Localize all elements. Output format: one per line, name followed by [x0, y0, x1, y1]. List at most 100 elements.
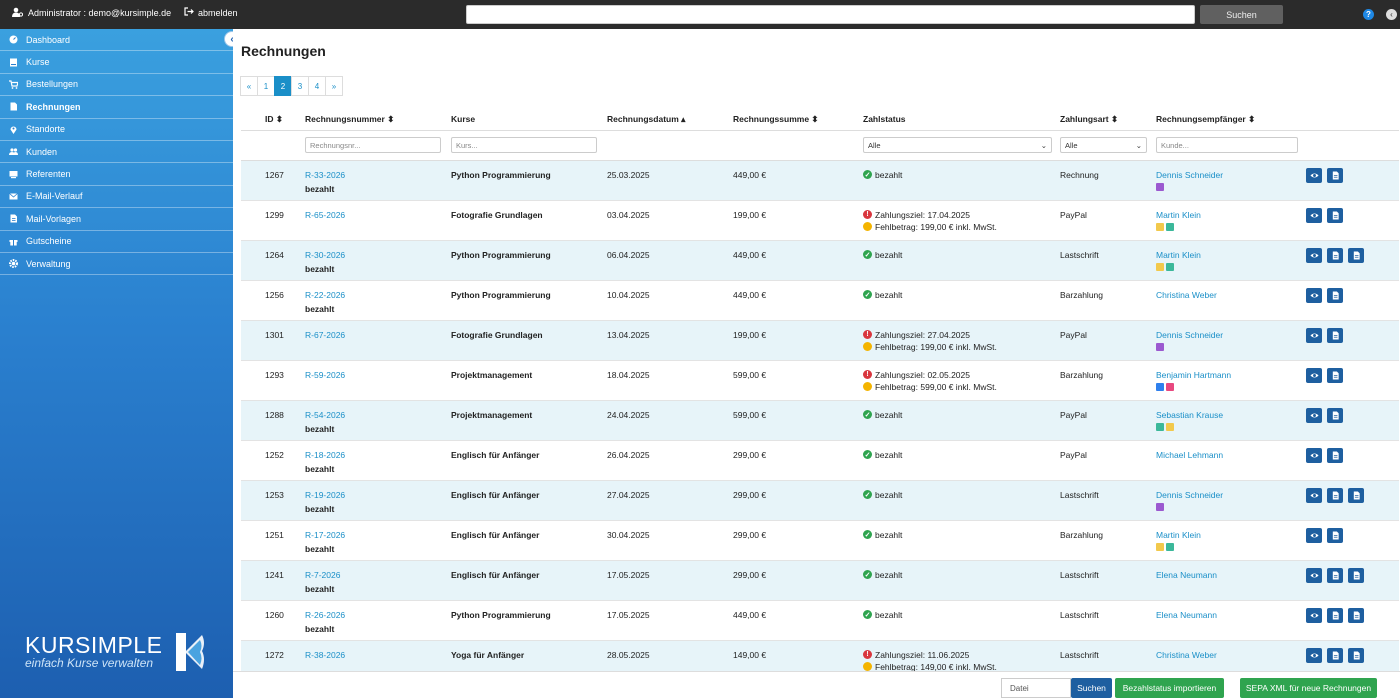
- view-eye-icon[interactable]: [1306, 327, 1322, 343]
- invoice-pdf-icon[interactable]: [1327, 567, 1343, 583]
- sidebar-item-rechnungen[interactable]: Rechnungen: [0, 96, 233, 119]
- invoice-number-link[interactable]: R-59-2026: [305, 369, 346, 380]
- document-icon[interactable]: [1348, 487, 1364, 503]
- invoice-number-link[interactable]: R-19-2026: [305, 489, 346, 500]
- sidebar-item-standorte[interactable]: Standorte: [0, 119, 233, 141]
- invoice-number-link[interactable]: R-65-2026: [305, 209, 346, 220]
- customer-link[interactable]: Elena Neumann: [1156, 609, 1217, 620]
- filter-zahlungsart-select[interactable]: Alle ⌄: [1060, 137, 1147, 153]
- invoice-pdf-icon[interactable]: [1327, 447, 1343, 463]
- customer-link[interactable]: Dennis Schneider: [1156, 169, 1224, 180]
- global-search-input[interactable]: [466, 5, 1195, 24]
- invoice-pdf-icon[interactable]: [1327, 287, 1343, 303]
- global-search-button[interactable]: Suchen: [1200, 5, 1283, 24]
- document-icon[interactable]: [1348, 247, 1364, 263]
- pagination-page[interactable]: 1: [257, 76, 275, 96]
- cell-summe: 449,00 €: [729, 240, 859, 281]
- invoice-pdf-icon[interactable]: [1327, 247, 1343, 263]
- customer-link[interactable]: Martin Klein: [1156, 529, 1201, 540]
- help-icon[interactable]: ?: [1363, 9, 1374, 20]
- pagination-page[interactable]: 2: [274, 76, 292, 96]
- col-header-datum[interactable]: Rechnungsdatum ▴: [603, 109, 729, 131]
- pagination-page[interactable]: 4: [308, 76, 326, 96]
- view-eye-icon[interactable]: [1306, 447, 1322, 463]
- invoice-number-link[interactable]: R-7-2026: [305, 569, 341, 580]
- file-search-button[interactable]: Suchen: [1071, 678, 1112, 698]
- customer-link[interactable]: Sebastian Krause: [1156, 409, 1224, 420]
- sidebar-item-bestellungen[interactable]: Bestellungen: [0, 74, 233, 97]
- customer-link[interactable]: Dennis Schneider: [1156, 489, 1224, 500]
- view-eye-icon[interactable]: [1306, 207, 1322, 223]
- view-eye-icon[interactable]: [1306, 407, 1322, 423]
- pagination-next[interactable]: »: [325, 76, 343, 96]
- cell-actions: [1302, 440, 1399, 481]
- col-header-zahlungsart[interactable]: Zahlungsart ⬍: [1056, 109, 1152, 131]
- filter-nr-input[interactable]: Rechnungsnr...: [305, 137, 441, 153]
- col-header-empfaenger[interactable]: Rechnungsempfänger ⬍: [1152, 109, 1302, 131]
- customer-link[interactable]: Martin Klein: [1156, 209, 1201, 220]
- col-header-summe[interactable]: Rechnungssumme ⬍: [729, 109, 859, 131]
- view-eye-icon[interactable]: [1306, 287, 1322, 303]
- invoice-pdf-icon[interactable]: [1327, 207, 1343, 223]
- invoice-number-link[interactable]: R-17-2026: [305, 529, 346, 540]
- logout-link[interactable]: abmelden: [184, 7, 238, 18]
- customer-link[interactable]: Michael Lehmann: [1156, 449, 1224, 460]
- invoice-number-link[interactable]: R-67-2026: [305, 329, 346, 340]
- invoice-pdf-icon[interactable]: [1327, 607, 1343, 623]
- sort-icon: ⬍: [275, 113, 283, 124]
- sidebar-item-referenten[interactable]: Referenten: [0, 163, 233, 186]
- sidebar-item-gutscheine[interactable]: Gutscheine: [0, 231, 233, 253]
- invoice-pdf-icon[interactable]: [1327, 167, 1343, 183]
- customer-link[interactable]: Martin Klein: [1156, 249, 1201, 260]
- filter-kurs-input[interactable]: Kurs...: [451, 137, 597, 153]
- sidebar-item-dashboard[interactable]: Dashboard: [0, 29, 233, 52]
- view-eye-icon[interactable]: [1306, 367, 1322, 383]
- document-icon[interactable]: [1348, 607, 1364, 623]
- pagination-prev[interactable]: «: [240, 76, 258, 96]
- check-circle-icon: ✓: [863, 530, 872, 539]
- invoice-number-link[interactable]: R-33-2026: [305, 169, 346, 180]
- filter-zahlstatus-select[interactable]: Alle ⌄: [863, 137, 1052, 153]
- sidebar-item-e-mail-verlauf[interactable]: E-Mail-Verlauf: [0, 186, 233, 209]
- customer-link[interactable]: Christina Weber: [1156, 289, 1217, 300]
- col-header-id[interactable]: ID ⬍: [241, 109, 301, 131]
- invoice-pdf-icon[interactable]: [1327, 647, 1343, 663]
- invoice-pdf-icon[interactable]: [1327, 487, 1343, 503]
- pagination-page[interactable]: 3: [291, 76, 309, 96]
- invoice-number-link[interactable]: R-30-2026: [305, 249, 346, 260]
- customer-link[interactable]: Christina Weber: [1156, 649, 1217, 660]
- customer-link[interactable]: Dennis Schneider: [1156, 329, 1224, 340]
- import-status-button[interactable]: Bezahlstatus importieren: [1115, 678, 1224, 698]
- view-eye-icon[interactable]: [1306, 607, 1322, 623]
- invoice-number-link[interactable]: R-26-2026: [305, 609, 346, 620]
- invoice-pdf-icon[interactable]: [1327, 367, 1343, 383]
- invoice-pdf-icon[interactable]: [1327, 527, 1343, 543]
- invoice-pdf-icon[interactable]: [1327, 327, 1343, 343]
- invoice-number-link[interactable]: R-54-2026: [305, 409, 346, 420]
- filter-kunde-input[interactable]: Kunde...: [1156, 137, 1298, 153]
- invoice-number-link[interactable]: R-38-2026: [305, 649, 346, 660]
- customer-link[interactable]: Elena Neumann: [1156, 569, 1217, 580]
- document-icon[interactable]: [1348, 567, 1364, 583]
- col-header-nr[interactable]: Rechnungsnummer ⬍: [301, 109, 447, 131]
- customer-link[interactable]: Benjamin Hartmann: [1156, 369, 1232, 380]
- view-eye-icon[interactable]: [1306, 247, 1322, 263]
- view-eye-icon[interactable]: [1306, 167, 1322, 183]
- invoice-number-link[interactable]: R-22-2026: [305, 289, 346, 300]
- sidebar-item-verwaltung[interactable]: Verwaltung: [0, 253, 233, 276]
- sidebar-item-kurse[interactable]: Kurse: [0, 51, 233, 74]
- view-eye-icon[interactable]: [1306, 567, 1322, 583]
- sidebar-item-kunden[interactable]: Kunden: [0, 141, 233, 164]
- sepa-xml-button[interactable]: SEPA XML für neue Rechnungen: [1240, 678, 1377, 698]
- sidebar-item-mail-vorlagen[interactable]: Mail-Vorlagen: [0, 208, 233, 231]
- row-actions: [1306, 487, 1395, 503]
- view-eye-icon[interactable]: [1306, 527, 1322, 543]
- file-input[interactable]: Datei: [1001, 678, 1071, 698]
- view-eye-icon[interactable]: [1306, 647, 1322, 663]
- invoice-number-link[interactable]: R-18-2026: [305, 449, 346, 460]
- invoice-pdf-icon[interactable]: [1327, 407, 1343, 423]
- collapse-icon[interactable]: ‹: [1386, 9, 1397, 20]
- cell-zahlstatus: ✓ bezahlt: [859, 440, 1056, 481]
- view-eye-icon[interactable]: [1306, 487, 1322, 503]
- document-icon[interactable]: [1348, 647, 1364, 663]
